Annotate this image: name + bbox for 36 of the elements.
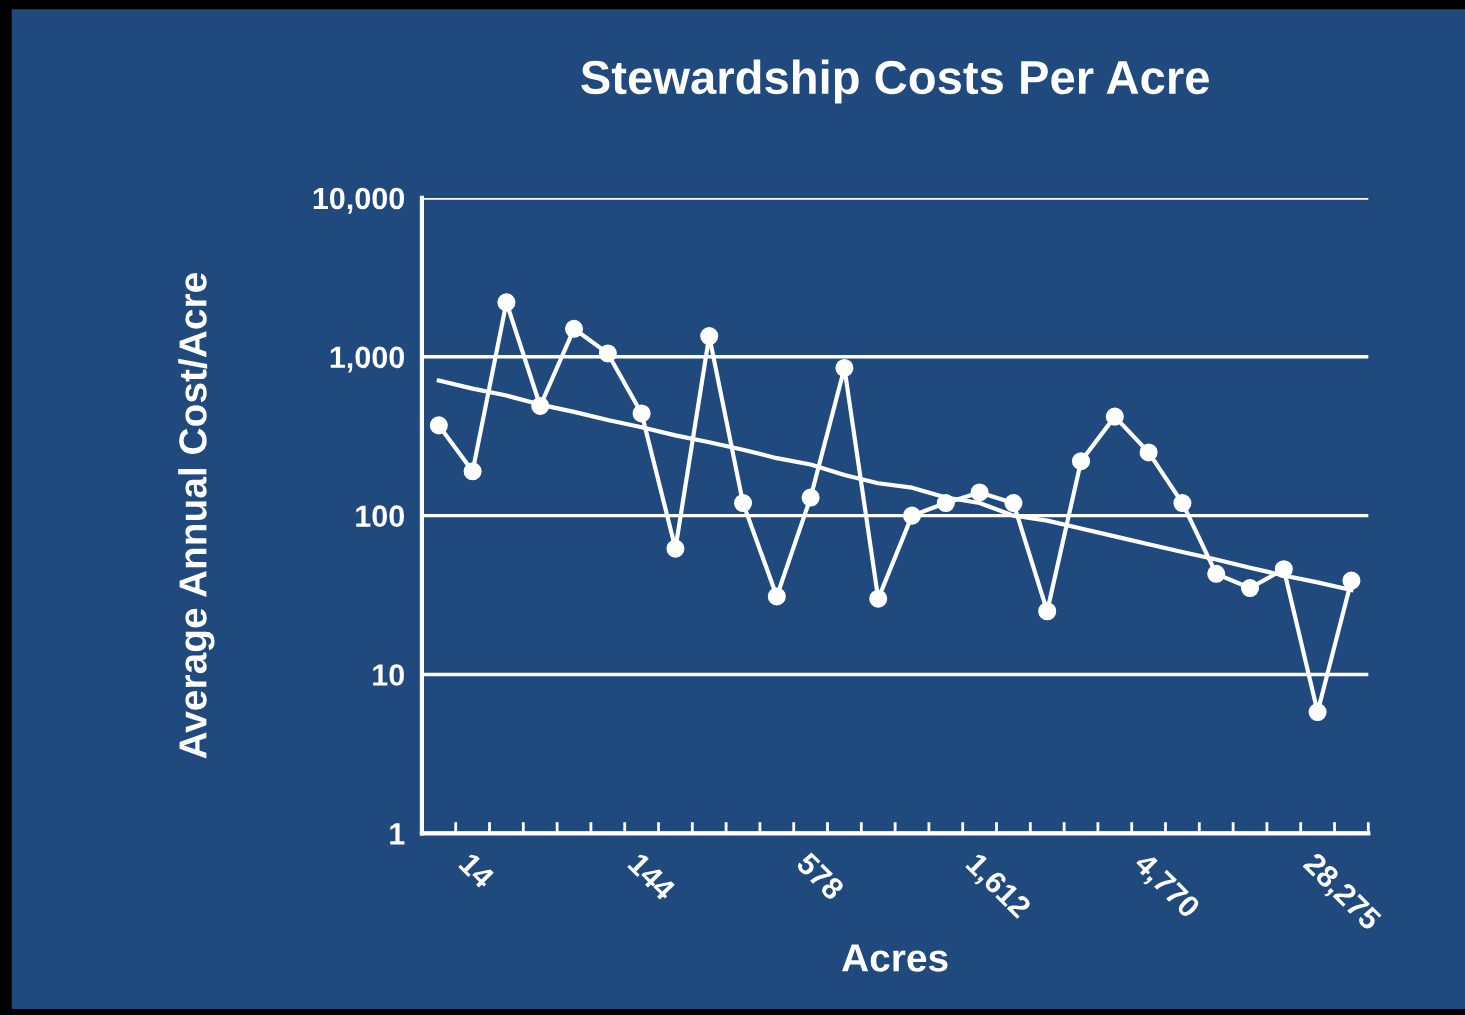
point [666,539,685,558]
point [1071,452,1091,471]
point [733,494,753,513]
point [1240,579,1260,598]
x-tick-label: 14 [458,852,496,890]
point [1004,494,1023,513]
point [767,587,786,606]
x-axis-title: Acres [842,944,948,972]
point [564,319,584,338]
y-tick-label: 10,000 [313,187,405,214]
point [463,462,482,481]
chart-title: Stewardship Costs Per Acre [581,59,1209,104]
point [835,358,854,378]
point [1207,564,1226,583]
y-tick-label: 100 [356,505,405,527]
point [1105,407,1124,426]
point [869,589,888,608]
y-tick-label: 10 [373,664,404,686]
point [1139,443,1158,462]
y-axis-title: Average Annual Cost/Acre [178,273,215,759]
y-tick-label: 1,000 [330,346,405,373]
y-tick-label: 1 [390,823,405,845]
point [902,506,922,525]
point [497,293,516,312]
point [1173,494,1192,513]
point [1308,703,1327,722]
point [429,416,448,435]
point [1038,602,1057,621]
point [700,327,719,346]
x-tick-label: 578 [795,851,846,902]
point [1342,571,1361,590]
point [632,404,651,423]
x-tick-label: 144 [627,852,677,902]
point [598,344,617,363]
point [801,488,820,507]
point [970,483,989,502]
